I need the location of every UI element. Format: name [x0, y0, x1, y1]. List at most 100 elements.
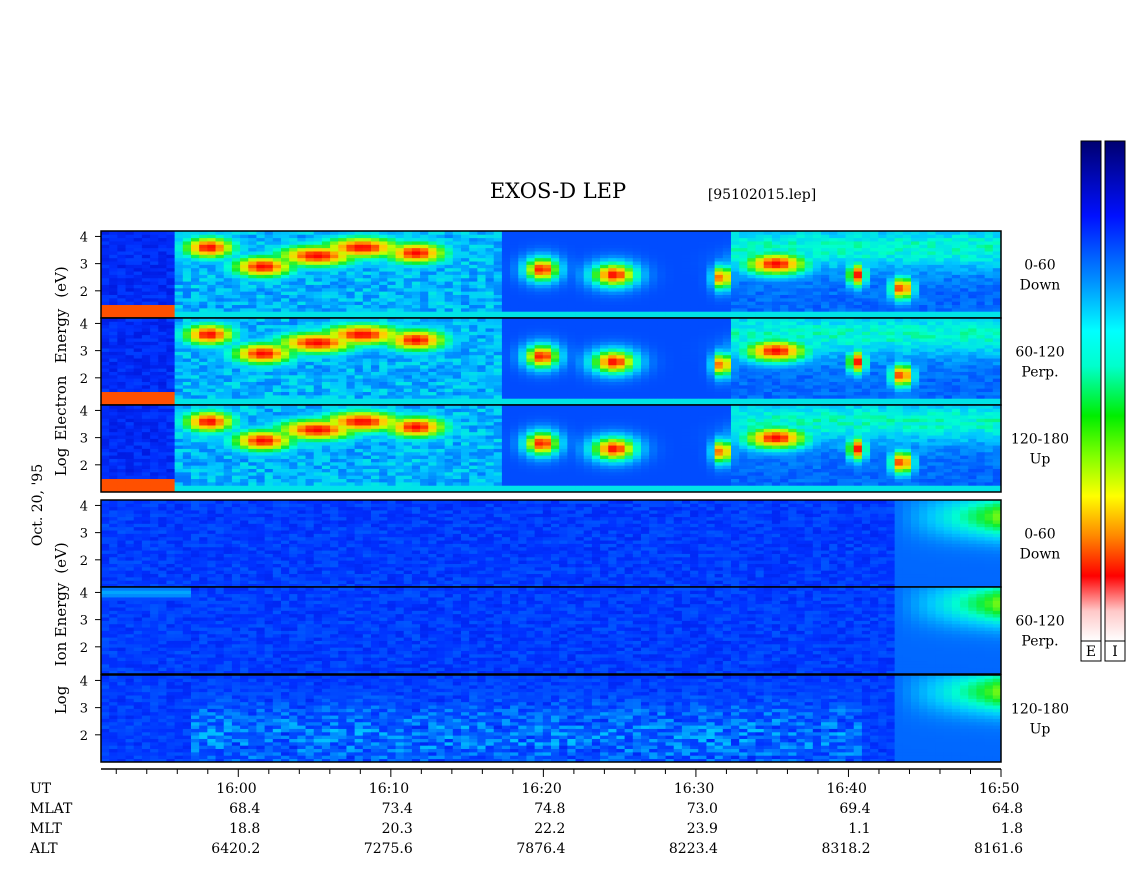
- heatmap-cell: [404, 375, 413, 379]
- heatmap-cell: [649, 325, 658, 329]
- heatmap-cell: [535, 348, 544, 352]
- heatmap-cell: [788, 301, 797, 305]
- heatmap-cell: [625, 298, 634, 302]
- heatmap-cell: [518, 321, 527, 325]
- heatmap-cell: [142, 295, 151, 299]
- heatmap-cell: [134, 355, 143, 359]
- heatmap-cell: [207, 331, 216, 335]
- heatmap-cell: [731, 275, 740, 279]
- heatmap-cell: [559, 355, 568, 359]
- heatmap-cell: [690, 281, 699, 285]
- heatmap-cell: [960, 251, 969, 255]
- heatmap-cell: [248, 328, 257, 332]
- heatmap-cell: [993, 285, 1002, 289]
- heatmap-cell: [756, 398, 765, 402]
- heatmap-cell: [592, 238, 601, 242]
- heatmap-cell: [502, 345, 511, 349]
- heatmap-cell: [477, 378, 486, 382]
- heatmap-cell: [256, 398, 265, 402]
- heatmap-cell: [968, 295, 977, 299]
- heatmap-cell: [158, 311, 167, 315]
- heatmap-cell: [289, 285, 298, 289]
- heatmap-cell: [126, 288, 135, 292]
- heatmap-cell: [396, 261, 405, 265]
- heatmap-cell: [772, 285, 781, 289]
- heatmap-cell: [117, 285, 126, 289]
- heatmap-cell: [600, 295, 609, 299]
- heatmap-cell: [895, 271, 904, 275]
- heatmap-cell: [518, 305, 527, 309]
- heatmap-cell: [633, 331, 642, 335]
- heatmap-cell: [559, 395, 568, 399]
- heatmap-cell: [993, 258, 1002, 262]
- heatmap-cell: [256, 382, 265, 386]
- heatmap-cell: [420, 244, 429, 248]
- heatmap-cell: [265, 375, 274, 379]
- heatmap-cell: [616, 254, 625, 258]
- heatmap-cell: [878, 248, 887, 252]
- heatmap-cell: [445, 388, 454, 392]
- heatmap-cell: [387, 311, 396, 315]
- heatmap-cell: [772, 295, 781, 299]
- heatmap-cell: [240, 298, 249, 302]
- heatmap-cell: [297, 281, 306, 285]
- heatmap-cell: [608, 258, 617, 262]
- heatmap-cell: [379, 368, 388, 372]
- heatmap-cell: [445, 268, 454, 272]
- heatmap-cell: [993, 261, 1002, 265]
- heatmap-cell: [117, 258, 126, 262]
- heatmap-cell: [355, 372, 364, 376]
- heatmap-cell: [445, 244, 454, 248]
- heatmap-cell: [101, 321, 110, 325]
- heatmap-cell: [232, 392, 241, 396]
- heatmap-cell: [428, 365, 437, 369]
- heatmap-cell: [731, 378, 740, 382]
- heatmap-cell: [780, 301, 789, 305]
- heatmap-cell: [117, 355, 126, 359]
- heatmap-cell: [158, 268, 167, 272]
- heatmap-cell: [142, 251, 151, 255]
- heatmap-cell: [436, 338, 445, 342]
- heatmap-cell: [502, 281, 511, 285]
- heatmap-cell: [469, 295, 478, 299]
- heatmap-cell: [142, 268, 151, 272]
- heatmap-cell: [936, 295, 945, 299]
- heatmap-cell: [428, 251, 437, 255]
- heatmap-cell: [567, 395, 576, 399]
- heatmap-cell: [526, 395, 535, 399]
- heatmap-cell: [404, 338, 413, 342]
- heatmap-cell: [551, 338, 560, 342]
- heatmap-cell: [747, 325, 756, 329]
- heatmap-cell: [289, 298, 298, 302]
- heatmap-cell: [936, 311, 945, 315]
- heatmap-cell: [674, 328, 683, 332]
- heatmap-cell: [518, 278, 527, 282]
- heatmap-cell: [739, 375, 748, 379]
- heatmap-cell: [207, 335, 216, 339]
- heatmap-cell: [960, 298, 969, 302]
- heatmap-cell: [698, 338, 707, 342]
- heatmap-cell: [518, 264, 527, 268]
- heatmap-cell: [764, 378, 773, 382]
- heatmap-cell: [142, 335, 151, 339]
- heatmap-cell: [723, 325, 732, 329]
- heatmap-cell: [175, 258, 184, 262]
- heatmap-cell: [641, 331, 650, 335]
- heatmap-cell: [142, 358, 151, 362]
- heatmap-cell: [248, 305, 257, 309]
- heatmap-cell: [166, 372, 175, 376]
- heatmap-cell: [633, 321, 642, 325]
- heatmap-cell: [265, 288, 274, 292]
- heatmap-cell: [567, 308, 576, 312]
- heatmap-cell: [379, 351, 388, 355]
- heatmap-cell: [862, 254, 871, 258]
- heatmap-cell: [371, 261, 380, 265]
- heatmap-cell: [543, 285, 552, 289]
- heatmap-cell: [379, 278, 388, 282]
- heatmap-cell: [297, 345, 306, 349]
- heatmap-cell: [248, 321, 257, 325]
- heatmap-cell: [109, 281, 118, 285]
- heatmap-cell: [322, 301, 331, 305]
- heatmap-cell: [756, 311, 765, 315]
- heatmap-cell: [207, 362, 216, 366]
